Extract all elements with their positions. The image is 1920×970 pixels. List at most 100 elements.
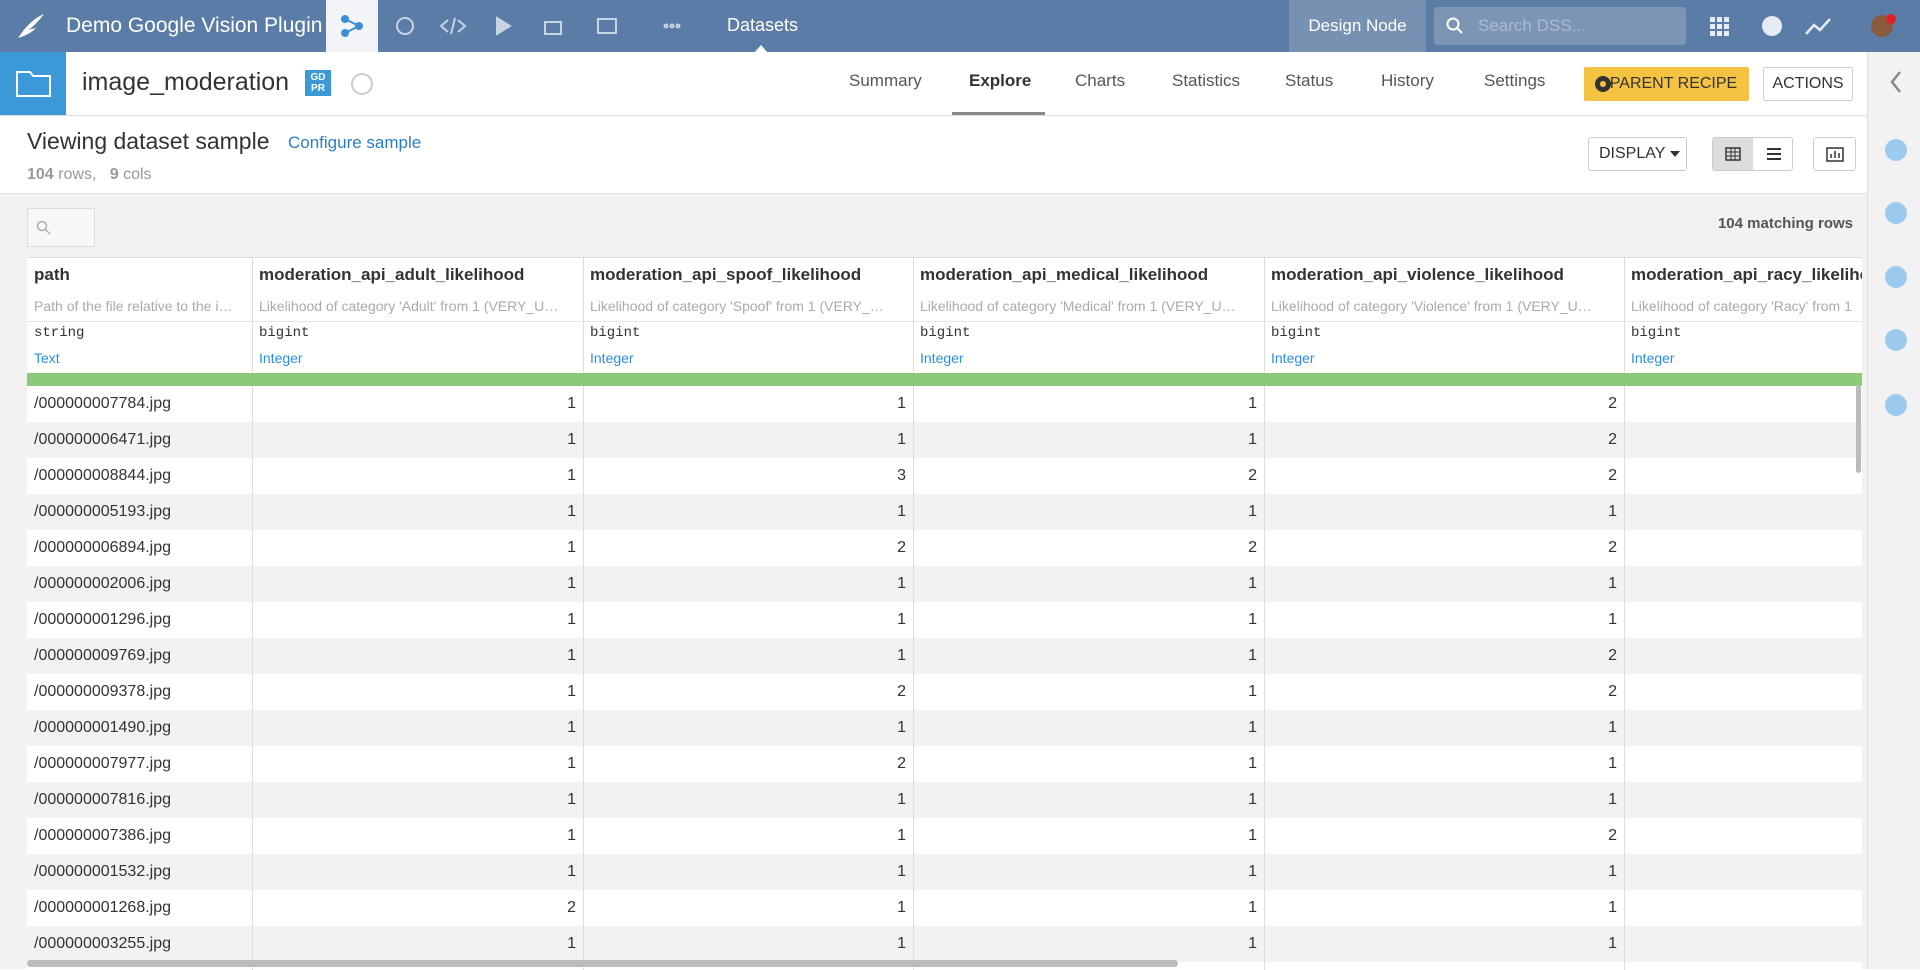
table-cell: 1 [567,863,576,880]
section-label[interactable]: Datasets [727,15,799,35]
table-cell: 1 [897,827,906,844]
table-cell: 2 [1608,539,1617,556]
tab[interactable]: Charts [1075,71,1126,90]
table-cell: 1 [567,935,576,952]
table-cell: 1 [567,791,576,808]
column-type: bigint [920,325,971,341]
column-divider [1264,386,1265,970]
top-icons[interactable] [1708,14,1908,40]
tab[interactable]: History [1381,71,1434,90]
table-cell: 2 [1608,683,1617,700]
table-cell: /000000003255.jpg [34,935,172,952]
dataset-header: image_moderation GD PR Summary Explore Cha… [0,52,1867,116]
column-description: Likelihood of category 'Violence' from 1… [1271,298,1592,314]
column-divider [252,386,253,970]
table-row [27,422,1862,458]
table-row [27,530,1862,566]
search-box[interactable]: Search DSS... [1434,7,1686,45]
sample-header: Viewing dataset sample Configure sample … [0,116,1867,194]
table-cell: /000000007977.jpg [34,755,172,772]
table-cell: 1 [567,503,576,520]
table-cell: 1 [567,755,576,772]
table-cell: 1 [567,647,576,664]
column-divider [1624,386,1625,970]
column-name: moderation_api_adult_likelihood [259,265,525,284]
table-row [27,818,1862,854]
node-label[interactable]: Design Node [1289,0,1426,52]
vertical-scrollbar[interactable] [1856,385,1861,473]
status-icon[interactable] [350,72,374,96]
display-button[interactable]: DISPLAY [1588,137,1687,171]
column-divider [913,386,914,970]
column-type: string [34,325,85,341]
table-cell: 1 [897,791,906,808]
horizontal-scrollbar[interactable] [27,960,1178,967]
column-meaning: Integer [259,350,303,366]
tab[interactable]: Statistics [1172,71,1241,90]
table-cell: /000000008844.jpg [34,467,172,484]
table-cell: 2 [897,755,906,772]
actions-button[interactable]: ACTIONS [1763,67,1853,101]
right-sidebar [1867,52,1920,969]
project-name[interactable]: Demo Google Vision Plugin [66,14,323,37]
table-cell: /000000009378.jpg [34,683,172,700]
table-cell: 1 [1608,503,1617,520]
table-cell: 1 [1248,755,1257,772]
table-cell: /000000001296.jpg [34,611,172,628]
gdpr-badge[interactable]: GD PR [305,70,331,96]
table-cell: 1 [567,827,576,844]
table-cell: 1 [1248,503,1257,520]
search-placeholder: Search DSS... [1478,16,1586,35]
table-cell: /000000002006.jpg [34,575,172,592]
table-cell: 1 [1248,683,1257,700]
table-cell: 1 [1608,611,1617,628]
table-cell: 1 [1248,791,1257,808]
logo[interactable] [16,12,46,40]
table-cell: 1 [567,719,576,736]
table-cell: 2 [1248,467,1257,484]
table-cell: 3 [897,467,906,484]
sidebar-icons[interactable] [1868,52,1920,452]
table-cell: 1 [567,431,576,448]
chart-view-button[interactable] [1813,137,1856,171]
flow-tab[interactable] [326,0,378,52]
column-meaning: Integer [590,350,634,366]
tab[interactable]: Explore [969,71,1032,90]
table-cell: 2 [1248,539,1257,556]
validity-bar [27,373,1862,386]
table-cell: 1 [1248,611,1257,628]
view-toggle[interactable] [1712,137,1793,171]
rows-label: rows, [58,166,97,183]
active-tab-underline [952,112,1045,115]
table-cell: 1 [897,611,906,628]
dataset-name: image_moderation [82,68,290,96]
table-cell: 2 [1608,395,1617,412]
table-cell: /000000001268.jpg [34,899,172,916]
table-cell: 1 [567,467,576,484]
column-type: bigint [590,325,641,341]
tab[interactable]: Settings [1484,71,1546,90]
table-cell: 1 [1248,719,1257,736]
filter-box[interactable] [27,208,95,247]
tab[interactable]: Summary [849,71,922,90]
column-name: path [34,265,70,284]
table-cell: 1 [1608,755,1617,772]
table-cell: /000000007816.jpg [34,791,172,808]
nav-icons[interactable] [390,14,720,38]
table-cell: 1 [567,575,576,592]
parent-recipe-button[interactable]: PARENT RECIPE [1584,67,1749,101]
table-cell: /000000007386.jpg [34,827,172,844]
cols-label: cols [123,166,152,183]
column-description: Likelihood of category 'Racy' from 1 [1631,298,1852,314]
table-cell: 1 [1248,899,1257,916]
configure-sample-link[interactable]: Configure sample [288,133,422,152]
tab[interactable]: Status [1285,71,1334,90]
table-cell: 1 [1248,863,1257,880]
table-cell: 1 [567,611,576,628]
table-cell: 1 [897,503,906,520]
header-divider [27,321,1862,322]
table-row [27,494,1862,530]
table-row [27,890,1862,926]
table-cell: 2 [567,899,576,916]
top-bar: Demo Google Vision Plugin Datasets Desig… [0,0,1920,53]
